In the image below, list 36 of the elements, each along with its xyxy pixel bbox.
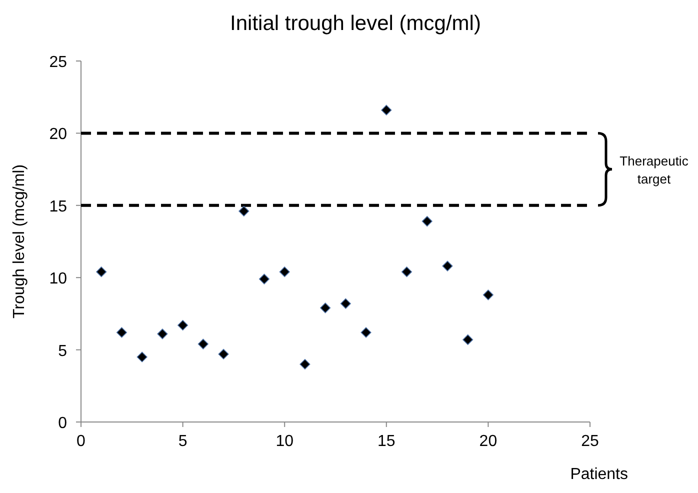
point — [402, 266, 412, 278]
x-tick-label: 25 — [581, 433, 599, 450]
x-tick-label: 15 — [378, 433, 396, 450]
x-tick-label: 0 — [76, 433, 86, 450]
point — [258, 274, 270, 284]
chart-title: Initial trough level (mcg/ml) — [230, 12, 481, 35]
x-axis-title: Patients — [570, 466, 628, 483]
y-tick-label: 5 — [58, 342, 68, 360]
point — [482, 290, 494, 300]
point — [422, 216, 432, 227]
point — [157, 328, 168, 340]
x-tick-label: 20 — [479, 433, 498, 450]
y-tick-label: 20 — [49, 126, 68, 144]
y-tick-label: 25 — [49, 54, 68, 71]
point — [136, 352, 148, 362]
y-axis-title: Trough level (mcg/ml) — [11, 164, 28, 319]
x-tick-label: 10 — [276, 433, 294, 450]
point — [218, 348, 229, 360]
point — [116, 327, 127, 338]
y-tick-label: 15 — [49, 198, 68, 216]
point — [300, 358, 310, 370]
point — [238, 206, 250, 216]
point — [320, 302, 331, 314]
point — [178, 320, 188, 331]
y-tick-label: 10 — [49, 270, 68, 288]
point — [279, 266, 290, 278]
point — [360, 327, 372, 338]
x-tick-label: 5 — [178, 433, 188, 450]
y-tick-label: 0 — [58, 415, 68, 432]
point — [340, 298, 351, 309]
point — [381, 104, 392, 116]
point — [96, 266, 107, 278]
point — [198, 338, 208, 350]
point — [442, 260, 453, 272]
text: Therapeutic target — [620, 153, 689, 186]
point — [462, 334, 474, 345]
